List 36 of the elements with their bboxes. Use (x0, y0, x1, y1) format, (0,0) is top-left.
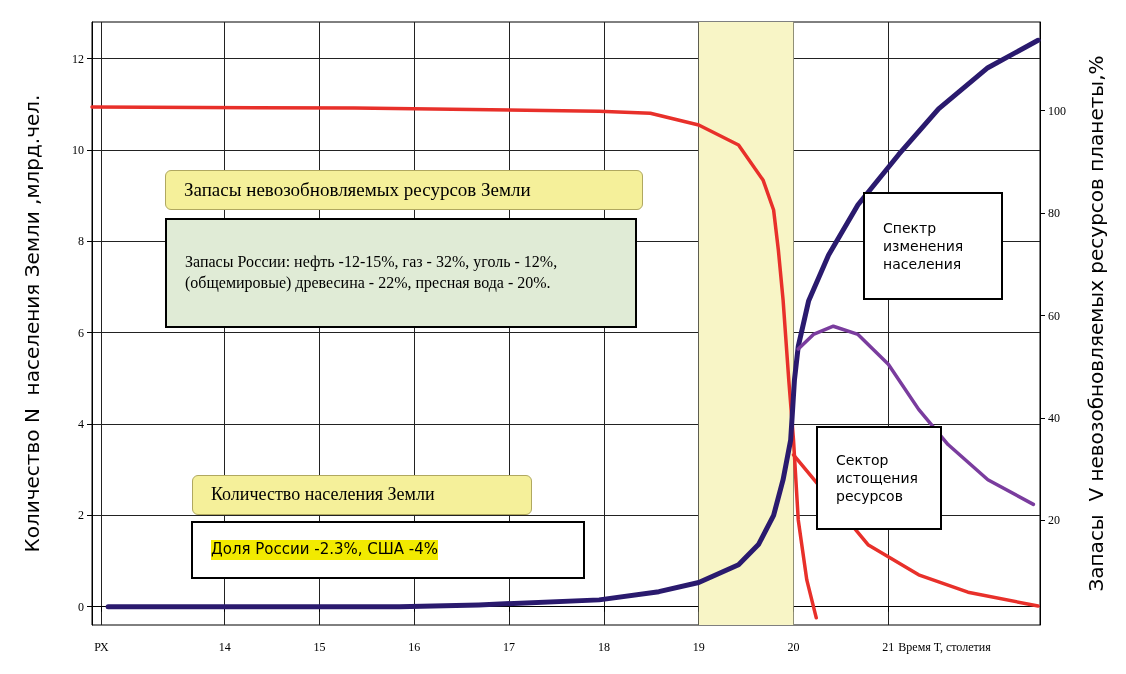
callout-box: Количество населения Земли (192, 475, 532, 515)
annotation: Доля России -2.3%, США -4% (211, 540, 439, 560)
y2-tick-label: 20 (1048, 513, 1060, 528)
x-tick-label: 18 (597, 640, 610, 654)
callout-box: Спектр изменения населения (863, 192, 1003, 300)
x-tick-label: РХ (94, 640, 110, 654)
x-tick-label: 21 (882, 640, 895, 654)
y2-tick-label: 100 (1048, 103, 1066, 118)
x-tick-label: 17 (503, 640, 516, 654)
y-tick-label: 8 (78, 234, 84, 249)
x-tick-label: 16 (408, 640, 421, 654)
y-tick-label: 4 (78, 417, 84, 431)
callout-box: Доля России -2.3%, США -4% (191, 521, 585, 579)
annotation: Сектор истощения ресурсов (836, 450, 919, 506)
y2-tick-label: 40 (1048, 411, 1060, 426)
x-tick-label: 19 (692, 640, 705, 654)
callout-box: Сектор истощения ресурсов (816, 426, 942, 530)
y-tick-label: 0 (78, 599, 84, 614)
annotation: Запасы России: нефть -12-15%, газ - 32%, уголь - 12%, (общемировые) древесина - 22%, пресная вода - 20%. (185, 252, 559, 294)
annotation: Количество населения Земли (211, 483, 435, 507)
y-axis-title: Количество N населения Земли ,млрд.чел. (20, 94, 44, 553)
y2-tick-label: 80 (1048, 206, 1060, 221)
y-tick-label: 12 (72, 51, 84, 66)
y2-tick-label: 60 (1048, 308, 1060, 323)
x-tick-label: 20 (787, 640, 800, 654)
x-axis-title: Время Т, столетия (898, 640, 992, 654)
x-tick-label: 14 (218, 640, 231, 654)
callout-box: Запасы России: нефть -12-15%, газ - 32%, уголь - 12%, (общемировые) древесина - 22%, пресная вода - 20%. (165, 218, 637, 328)
annotation: Запасы невозобновляемых ресурсов Земли (184, 177, 531, 202)
y-tick-label: 10 (72, 142, 84, 157)
y2-axis-title: Запасы V невозобновляемых ресурсов планеты,% (1084, 55, 1108, 592)
y-tick-label: 6 (78, 325, 84, 340)
x-tick-label: 15 (313, 640, 326, 654)
callout-box: Запасы невозобновляемых ресурсов Земли (165, 170, 643, 210)
annotation: Спектр изменения населения (883, 218, 965, 274)
y-tick-label: 2 (78, 508, 84, 523)
